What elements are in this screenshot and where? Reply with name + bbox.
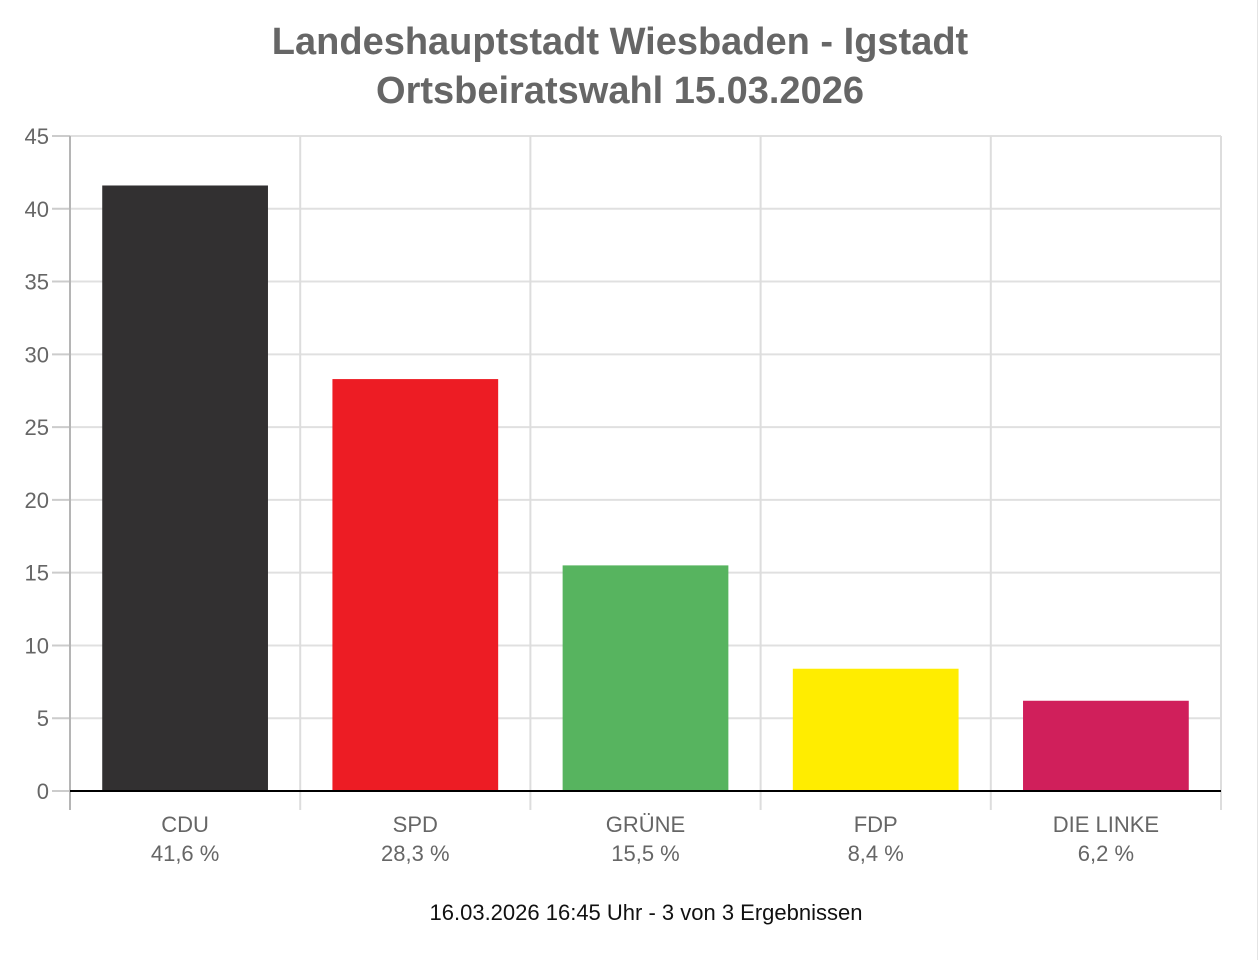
y-tick-label: 30	[25, 342, 49, 367]
y-tick-label: 20	[25, 488, 49, 513]
data-label: 28,3 %	[381, 841, 450, 866]
x-tick-label: CDU	[161, 812, 209, 837]
data-label: 15,5 %	[611, 841, 680, 866]
y-tick-label: 45	[25, 124, 49, 149]
bar-die-linke	[1023, 700, 1189, 791]
y-tick-label: 5	[37, 706, 49, 731]
chart-footer-status: 16.03.2026 16:45 Uhr - 3 von 3 Ergebniss…	[429, 900, 863, 925]
x-tick-label: FDP	[854, 812, 898, 837]
y-tick-label: 10	[25, 633, 49, 658]
data-label: 8,4 %	[848, 841, 904, 866]
x-tick-label: SPD	[393, 812, 438, 837]
bar-fdp	[792, 668, 959, 791]
x-tick-label: GRÜNE	[606, 812, 685, 837]
y-tick-label: 0	[37, 779, 49, 804]
y-tick-label: 25	[25, 415, 49, 440]
bar-spd	[332, 379, 499, 791]
y-tick-label: 40	[25, 197, 49, 222]
data-label: 6,2 %	[1078, 841, 1134, 866]
y-tick-label: 35	[25, 270, 49, 295]
chart-subtitle: Ortsbeiratswahl 15.03.2026	[376, 70, 864, 112]
right-edge-divider	[1257, 0, 1258, 960]
y-tick-label: 15	[25, 561, 49, 586]
x-tick-label: DIE LINKE	[1053, 812, 1159, 837]
bar-grüne	[562, 565, 729, 791]
data-label: 41,6 %	[151, 841, 220, 866]
chart-title: Landeshauptstadt Wiesbaden - Igstadt	[271, 21, 969, 63]
bar-cdu	[102, 185, 268, 791]
